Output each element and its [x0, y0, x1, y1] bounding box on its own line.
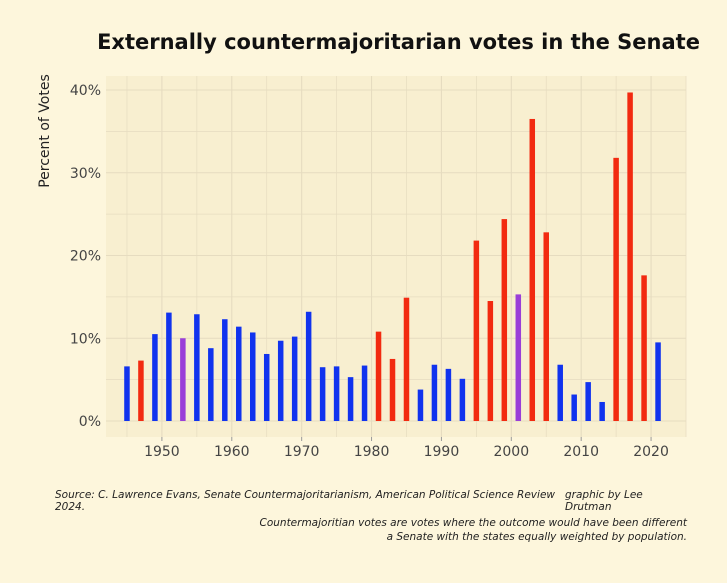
bar-1945: [124, 366, 130, 421]
bar-1971: [305, 311, 312, 421]
bar-1991: [445, 368, 452, 421]
y-tick-label: 30%: [70, 166, 101, 182]
bar-1957: [208, 348, 214, 421]
bar-2013: [599, 401, 605, 421]
bar-2021: [655, 342, 661, 421]
bar-2001: [515, 294, 522, 421]
credit-text: graphic by Lee Drutman: [565, 489, 643, 513]
bar-1985: [403, 297, 410, 421]
bar-1987: [417, 389, 424, 421]
bar-1979: [361, 365, 368, 421]
source-note: Source: C. Lawrence Evans, Senate Counte…: [55, 489, 687, 513]
x-tick-label: 1960: [214, 444, 250, 460]
bar-2011: [585, 382, 591, 421]
x-tick-label: 2020: [633, 444, 669, 460]
x-tick-label: 1990: [424, 444, 460, 460]
axes: 0% 10% 20% 30% 40% 1950 1960 1970 1980 1990 2000 20…: [70, 83, 669, 460]
bar-1953: [180, 338, 186, 421]
bar-2009: [571, 394, 577, 421]
bar-1969: [291, 336, 298, 421]
bar-2019: [641, 275, 647, 421]
bar-1981: [375, 331, 382, 421]
x-tick-label: 1970: [284, 444, 320, 460]
bar-1965: [263, 353, 270, 421]
y-tick-label: 10%: [70, 331, 101, 347]
bar-1947: [138, 360, 144, 421]
bar-1949: [152, 334, 158, 421]
x-tick-label: 2000: [493, 444, 529, 460]
bar-1967: [277, 340, 284, 421]
source-text: Source: C. Lawrence Evans, Senate Counte…: [55, 489, 555, 513]
plot-panel: [106, 76, 686, 437]
bar-1993: [459, 378, 466, 421]
bar-1983: [389, 358, 396, 421]
bar-1999: [501, 219, 508, 421]
x-tick-label: 1950: [144, 444, 180, 460]
x-tick-label: 1980: [354, 444, 390, 460]
chart-title: Externally countermajoritarian votes in …: [97, 30, 700, 54]
footnote: Countermajoritian votes are votes where …: [227, 516, 688, 544]
bar-1955: [194, 314, 200, 421]
bar-2007: [557, 364, 563, 421]
bar-1961: [236, 326, 242, 421]
footnote-line-1: Countermajoritian votes are votes where …: [259, 517, 688, 529]
bar-1977: [347, 377, 354, 421]
x-tick-label: 2010: [563, 444, 599, 460]
bar-1973: [319, 367, 326, 421]
bar-1959: [222, 319, 228, 421]
bar-1997: [487, 301, 494, 421]
y-axis-title: Percent of Votes: [37, 74, 53, 188]
y-tick-label: 40%: [70, 83, 101, 99]
y-tick-label: 0%: [79, 414, 101, 430]
bar-1963: [250, 332, 256, 421]
bar-1989: [431, 364, 438, 421]
footnote-line-2: a Senate with the states equally weighte…: [386, 531, 687, 543]
bar-1975: [333, 366, 340, 421]
bar-2005: [543, 232, 549, 421]
grid-lines: [106, 76, 687, 437]
bar-2017: [627, 92, 633, 421]
bar-2003: [529, 118, 536, 422]
bars: [124, 92, 661, 422]
bar-2015: [613, 157, 619, 421]
bar-1995: [473, 240, 480, 421]
y-tick-label: 20%: [70, 249, 101, 265]
bar-1951: [166, 312, 172, 421]
